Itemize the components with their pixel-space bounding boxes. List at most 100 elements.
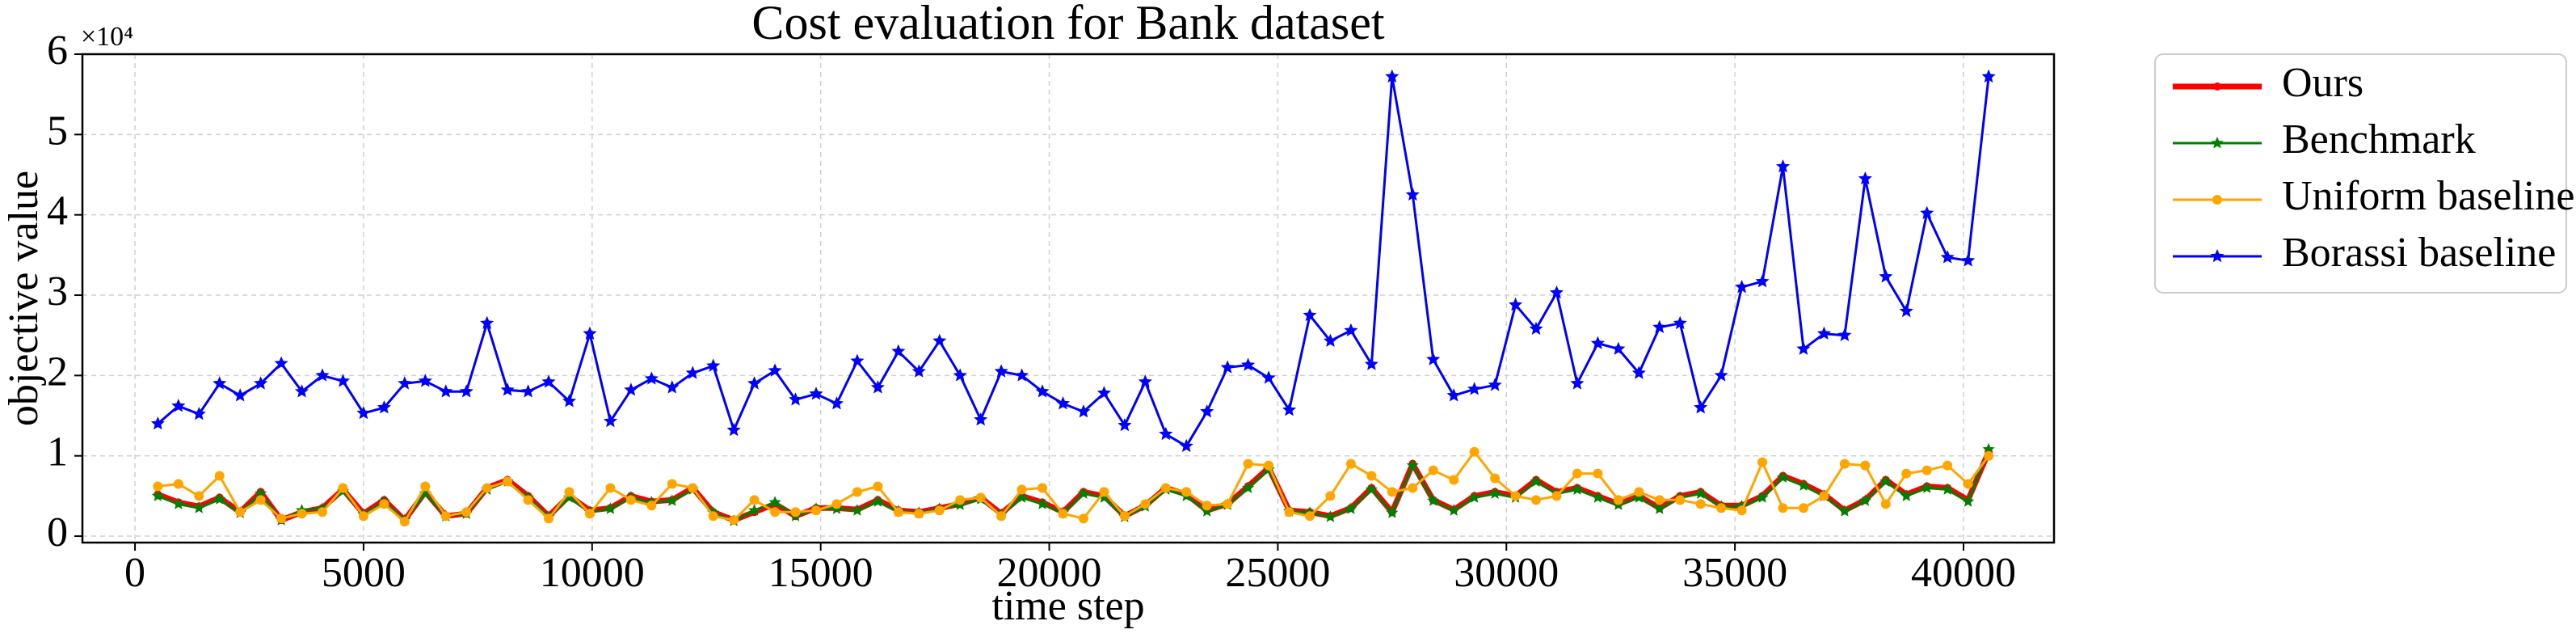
marker (1408, 483, 1418, 493)
legend-marker (2210, 249, 2225, 263)
marker (1264, 460, 1274, 471)
marker (151, 489, 164, 501)
marker (1757, 457, 1768, 467)
series-line (157, 450, 1992, 523)
marker (1488, 378, 1502, 391)
marker (153, 481, 163, 492)
marker (418, 374, 432, 387)
marker (667, 479, 677, 489)
marker (521, 384, 536, 398)
marker (666, 494, 679, 506)
marker (1181, 487, 1192, 497)
marker (440, 511, 451, 522)
marker (1406, 458, 1419, 471)
marker (1879, 475, 1892, 487)
marker (1035, 384, 1050, 398)
marker (541, 374, 556, 388)
marker (1036, 497, 1049, 509)
marker (233, 388, 247, 402)
marker (1591, 491, 1604, 503)
marker (420, 481, 431, 492)
legend-box (2154, 53, 2567, 294)
marker (749, 495, 760, 505)
marker (1076, 404, 1091, 418)
marker (768, 496, 781, 508)
legend-label: Ours (2282, 60, 2363, 106)
marker (1694, 400, 1708, 414)
marker (1261, 370, 1276, 384)
marker (1345, 458, 1356, 469)
y-tick-label: 1 (47, 429, 68, 475)
marker (1467, 382, 1482, 395)
marker (1858, 171, 1872, 185)
legend-label: Benchmark (2282, 116, 2476, 163)
x-tick-label: 35000 (1682, 550, 1787, 596)
marker (1243, 458, 1253, 469)
marker (1364, 357, 1378, 370)
marker (1673, 315, 1687, 330)
marker (1304, 511, 1315, 522)
marker (213, 492, 226, 505)
marker (1571, 483, 1584, 495)
marker (1572, 468, 1582, 479)
marker (235, 507, 246, 518)
marker (1428, 465, 1438, 475)
marker (254, 376, 268, 390)
marker (914, 509, 924, 519)
marker (1549, 285, 1564, 299)
legend-label: Borassi baseline (2282, 230, 2556, 276)
x-tick-label: 5000 (322, 550, 406, 596)
marker (1138, 374, 1152, 388)
marker (584, 509, 595, 519)
marker (1796, 341, 1811, 355)
marker (1653, 502, 1666, 514)
marker (644, 371, 659, 385)
marker (1634, 487, 1644, 497)
marker (523, 495, 533, 505)
marker (1323, 333, 1337, 347)
marker (1386, 506, 1399, 518)
x-tick-label: 10000 (540, 550, 645, 596)
marker (318, 507, 328, 518)
marker (1468, 491, 1481, 503)
marker (1284, 507, 1294, 518)
marker (171, 399, 186, 412)
marker (1223, 499, 1233, 509)
marker (1694, 487, 1707, 499)
x-tick-label: 0 (124, 550, 145, 596)
marker (192, 407, 206, 420)
marker (831, 499, 842, 509)
marker (1860, 460, 1871, 471)
marker (1570, 376, 1585, 390)
marker (461, 507, 472, 518)
marker (1981, 69, 1996, 83)
marker (1714, 368, 1728, 382)
chart-title: Cost evaluation for Bank dataset (751, 0, 1384, 49)
marker (1631, 365, 1646, 379)
marker (665, 380, 680, 394)
marker (1426, 352, 1441, 365)
marker (790, 507, 801, 518)
series-line (157, 75, 1990, 448)
marker (871, 495, 884, 507)
marker (1096, 386, 1111, 399)
marker (852, 487, 862, 497)
marker (975, 492, 986, 503)
marker (255, 495, 266, 505)
marker (192, 501, 205, 513)
plot-frame (81, 53, 2056, 544)
marker (1446, 388, 1461, 402)
y-tick-label: 6 (47, 27, 68, 74)
marker (1099, 487, 1109, 497)
marker (358, 511, 368, 522)
legend-marker (2213, 82, 2221, 91)
marker (419, 487, 431, 499)
marker (688, 483, 698, 493)
marker (934, 505, 945, 516)
marker (1839, 458, 1850, 469)
marker (1345, 502, 1357, 514)
marker (1797, 479, 1810, 491)
marker (564, 487, 575, 497)
marker (1921, 481, 1934, 493)
